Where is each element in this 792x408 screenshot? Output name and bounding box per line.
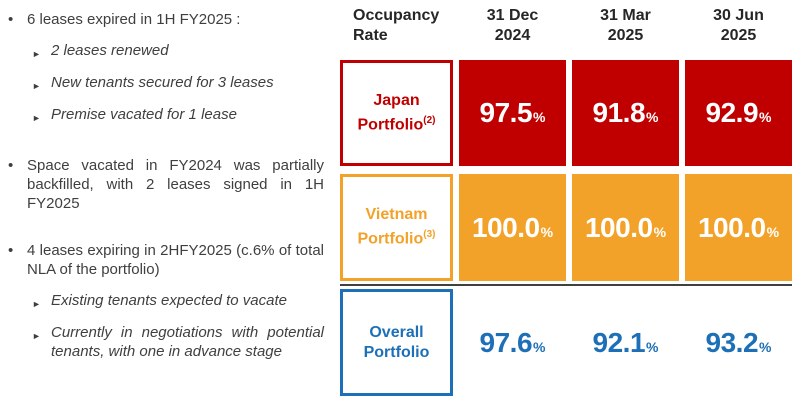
row-separator-line xyxy=(340,284,792,286)
value-cell-japan-jun2025: 92.9% xyxy=(685,60,792,166)
bullet-text: Space vacated in FY2024 was partially ba… xyxy=(27,157,324,212)
occupancy-table: Occupancy Rate 31 Dec 2024 31 Mar 2025 3… xyxy=(340,0,792,408)
sub-bullet-text: 2 leases renewed xyxy=(51,42,169,59)
bullet-block-leases-expiring: • 4 leases expiring in 2HFY2025 (c.6% of… xyxy=(8,241,324,361)
percent-sign: % xyxy=(533,338,546,355)
value-cell-japan-mar2025: 91.8% xyxy=(572,60,679,166)
footnote-superscript: (3) xyxy=(423,229,436,241)
row-label-japan-portfolio: Japan Portfolio(2) xyxy=(340,60,453,166)
sub-bullet-text: Currently in negotiations with potential… xyxy=(51,324,324,360)
row-label-text: Japan Portfolio(2) xyxy=(357,91,436,134)
row-label-text: Overall Portfolio xyxy=(363,323,430,361)
percent-value: 100.0 xyxy=(584,211,653,243)
sub-bullet-group: ► Existing tenants expected to vacate ► … xyxy=(8,291,324,361)
percent-value: 100.0 xyxy=(697,211,766,243)
sub-bullet-item: ► Existing tenants expected to vacate xyxy=(32,291,324,314)
percent-sign: % xyxy=(533,109,546,125)
sub-bullet-item: ► Currently in negotiations with potenti… xyxy=(32,323,324,361)
percent-sign: % xyxy=(759,338,772,355)
sub-bullet-text: Existing tenants expected to vacate xyxy=(51,292,287,309)
sub-bullet-item: ► Premise vacated for 1 lease xyxy=(32,105,324,128)
bullet-block-leases-expired: • 6 leases expired in 1H FY2025 : ► 2 le… xyxy=(8,10,324,128)
triangle-bullet-icon: ► xyxy=(32,113,41,123)
column-header-30-jun-2025: 30 Jun 2025 xyxy=(713,7,764,44)
percent-value: 92.1 xyxy=(592,326,646,358)
percent-sign: % xyxy=(653,223,667,240)
column-header-31-mar-2025: 31 Mar 2025 xyxy=(600,7,651,44)
sub-bullet-text: Premise vacated for 1 lease xyxy=(51,106,237,123)
row-label-text: Vietnam Portfolio(3) xyxy=(357,206,436,248)
bullet-item: • 4 leases expiring in 2HFY2025 (c.6% of… xyxy=(8,241,324,279)
bullet-item: • 6 leases expired in 1H FY2025 : xyxy=(8,10,324,29)
percent-sign: % xyxy=(646,338,659,355)
value-cell-overall-dec2024: 97.6% xyxy=(459,289,566,396)
sub-bullet-item: ► New tenants secured for 3 leases xyxy=(32,73,324,96)
bullet-block-space-vacated: • Space vacated in FY2024 was partially … xyxy=(8,156,324,213)
bullet-item: • Space vacated in FY2024 was partially … xyxy=(8,156,324,213)
percent-value: 97.6 xyxy=(479,326,533,358)
bullet-marker-icon: • xyxy=(8,242,14,259)
triangle-bullet-icon: ► xyxy=(32,81,41,91)
percent-value: 97.5 xyxy=(479,97,533,128)
commentary-panel: • 6 leases expired in 1H FY2025 : ► 2 le… xyxy=(8,10,324,361)
percent-sign: % xyxy=(646,109,659,125)
row-label-vietnam-portfolio: Vietnam Portfolio(3) xyxy=(340,174,453,281)
triangle-bullet-icon: ► xyxy=(32,331,41,341)
value-cell-overall-jun2025: 93.2% xyxy=(685,289,792,396)
bullet-text: 4 leases expiring in 2HFY2025 (c.6% of t… xyxy=(27,242,324,278)
triangle-bullet-icon: ► xyxy=(32,49,41,59)
sub-bullet-item: ► 2 leases renewed xyxy=(32,41,324,64)
value-cell-vietnam-mar2025: 100.0% xyxy=(572,174,679,281)
percent-value: 93.2 xyxy=(705,326,759,358)
sub-bullet-text: New tenants secured for 3 leases xyxy=(51,74,274,91)
footnote-superscript: (2) xyxy=(423,114,436,126)
bullet-text: 6 leases expired in 1H FY2025 : xyxy=(27,11,241,28)
value-cell-japan-dec2024: 97.5% xyxy=(459,60,566,166)
percent-value: 92.9 xyxy=(705,97,759,128)
value-cell-overall-mar2025: 92.1% xyxy=(572,289,679,396)
percent-sign: % xyxy=(766,223,780,240)
triangle-bullet-icon: ► xyxy=(32,299,41,309)
value-cell-vietnam-dec2024: 100.0% xyxy=(459,174,566,281)
percent-sign: % xyxy=(759,109,772,125)
percent-value: 100.0 xyxy=(471,211,540,243)
bullet-marker-icon: • xyxy=(8,157,14,174)
table-header-occupancy-rate: Occupancy Rate xyxy=(353,7,440,44)
sub-bullet-group: ► 2 leases renewed ► New tenants secured… xyxy=(8,41,324,128)
row-label-overall-portfolio: Overall Portfolio xyxy=(340,289,453,396)
percent-value: 91.8 xyxy=(592,97,646,128)
percent-sign: % xyxy=(540,223,554,240)
value-cell-vietnam-jun2025: 100.0% xyxy=(685,174,792,281)
bullet-marker-icon: • xyxy=(8,11,14,28)
column-header-31-dec-2024: 31 Dec 2024 xyxy=(486,7,539,44)
